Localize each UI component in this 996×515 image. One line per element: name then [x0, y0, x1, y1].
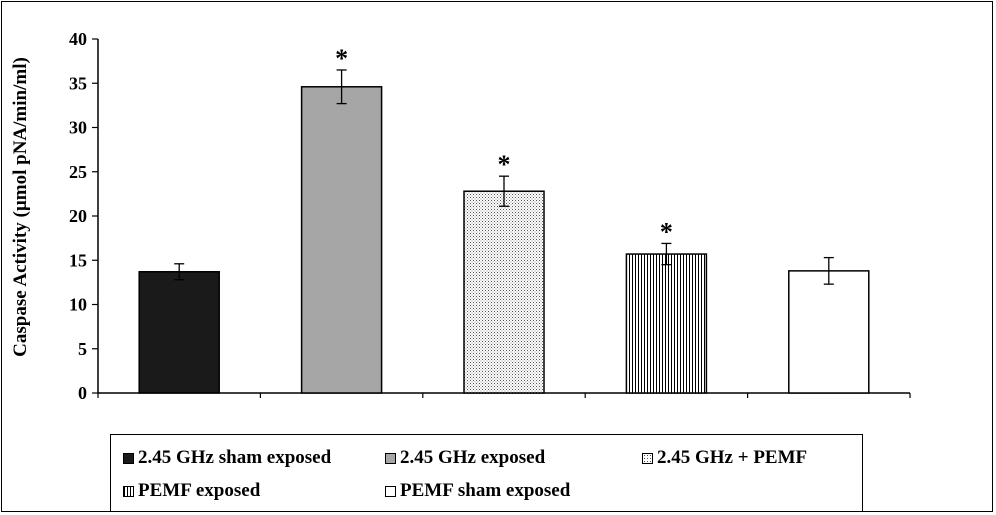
bar [625, 253, 708, 394]
significance-marker: * [335, 44, 348, 73]
legend-item: 2.45 GHz sham exposed [123, 447, 331, 469]
legend-label: 2.45 GHz exposed [400, 447, 546, 468]
legend-swatch [642, 452, 653, 464]
legend-item: 2.45 GHz exposed [385, 447, 545, 469]
y-tick-label: 0 [78, 383, 87, 403]
bar [463, 190, 545, 394]
legend-label: PEMF sham exposed [400, 480, 571, 501]
y-tick-label: 35 [69, 73, 87, 93]
y-axis-label-group: Caspase Activity (µmol pNA/min/ml) [10, 57, 31, 357]
bar [300, 86, 383, 394]
y-tick-label: 25 [69, 162, 87, 182]
y-tick-label: 20 [69, 206, 87, 226]
legend-item: PEMF sham exposed [385, 480, 570, 502]
plot-area: 0 5 10 15 20 25 30 35 40 * * * [69, 29, 911, 403]
legend-label: PEMF exposed [138, 480, 261, 501]
legend-swatch [385, 485, 396, 497]
y-tick-label: 30 [69, 118, 87, 138]
bar [788, 270, 870, 394]
legend-swatch [385, 452, 396, 464]
y-tick-label: 40 [69, 29, 87, 49]
legend-item: PEMF exposed [123, 480, 260, 502]
legend-item: 2.45 GHz + PEMF [642, 447, 807, 469]
y-axis-label: Caspase Activity (µmol pNA/min/ml) [10, 57, 31, 357]
significance-marker: * [660, 217, 673, 246]
y-tick-label: 10 [69, 295, 87, 315]
bar [138, 271, 220, 394]
y-tick-label: 5 [78, 339, 87, 359]
legend: 2.45 GHz sham exposed 2.45 GHz exposed 2.4… [110, 434, 863, 512]
legend-swatch [123, 452, 134, 464]
legend-label: 2.45 GHz sham exposed [138, 447, 332, 468]
legend-swatch [123, 485, 134, 497]
significance-marker: * [498, 150, 511, 179]
y-tick-label: 15 [69, 250, 87, 270]
legend-label: 2.45 GHz + PEMF [657, 447, 808, 468]
